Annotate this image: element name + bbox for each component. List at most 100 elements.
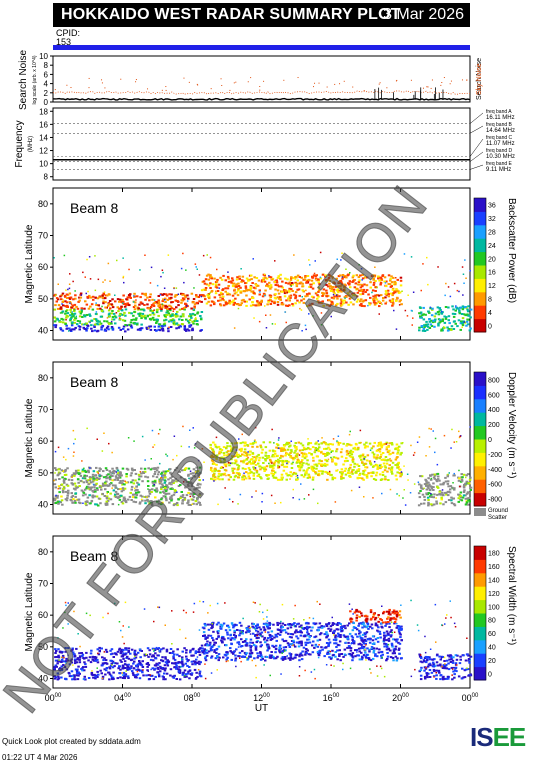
data-cell [286,278,289,280]
data-speck [309,264,311,266]
data-cell [93,478,96,480]
data-cell [356,464,359,466]
data-cell [125,298,128,300]
data-cell [160,667,163,669]
data-speck [111,321,113,323]
data-speck [229,499,231,501]
data-cell [106,497,109,499]
data-speck [144,255,146,257]
data-cell [258,459,261,461]
data-cell [242,467,245,469]
data-cell [212,639,215,641]
data-cell [304,279,307,281]
data-speck [390,489,392,491]
data-speck [364,458,366,460]
data-cell [249,469,252,471]
data-cell [307,464,310,466]
data-speck [462,294,464,296]
data-cell [233,283,236,285]
data-cell [225,644,228,646]
data-cell [461,476,464,478]
data-speck [183,282,185,284]
data-cell [469,477,472,479]
data-cell [117,310,120,312]
data-speck [462,327,464,329]
data-speck [455,307,457,309]
data-cell [122,487,125,489]
data-cell [164,664,167,666]
data-cell [220,640,223,642]
colorbar-segment [474,372,486,386]
data-cell [386,631,389,633]
data-cell [256,300,259,302]
data-cell [75,306,78,308]
data-cell [378,305,381,307]
data-cell [122,295,125,297]
data-cell [266,656,269,658]
data-cell [201,289,204,291]
data-cell [312,457,315,459]
colorbar-segment [474,466,486,480]
data-cell [105,649,108,651]
freq-band-connector [470,165,483,169]
data-speck [396,493,398,495]
data-cell [112,306,115,308]
data-speck [407,315,409,317]
data-speck [215,291,217,293]
data-speck [272,279,274,281]
data-cell [345,445,348,447]
data-cell [138,474,141,476]
data-cell [163,676,166,678]
data-cell [107,477,110,479]
data-speck [55,295,57,297]
data-cell [325,443,328,445]
data-cell [112,672,115,674]
data-cell [385,639,388,641]
data-cell [67,312,70,314]
data-cell [164,670,167,672]
data-cell [75,492,78,494]
data-speck [58,447,60,449]
data-cell [57,308,60,310]
data-speck [300,483,302,485]
data-cell [314,451,317,453]
data-cell [368,651,371,653]
data-speck [74,290,76,292]
data-cell [367,472,370,474]
data-cell [279,622,282,624]
data-cell [196,313,199,315]
data-cell [290,636,293,638]
data-speck [381,303,383,305]
data-cell [332,654,335,656]
data-speck [450,447,452,449]
data-cell [168,305,171,307]
search-noise-spike [263,81,264,82]
data-cell [194,669,197,671]
data-cell [174,663,177,665]
data-cell [256,446,259,448]
data-cell [366,477,369,479]
data-cell [112,678,115,680]
data-cell [318,450,321,452]
data-cell [423,326,426,328]
data-cell [379,473,382,475]
search-noise-spike [235,82,236,83]
data-cell [157,305,160,307]
data-speck [185,269,187,271]
data-cell [204,657,207,659]
data-cell [335,646,338,648]
data-cell [198,673,201,675]
data-cell [191,293,194,295]
data-cell [435,501,438,503]
data-cell [470,489,473,491]
data-speck [101,306,103,308]
data-cell [290,471,293,473]
data-speck [152,430,154,432]
data-cell [122,328,125,330]
data-cell [426,329,429,331]
data-cell [190,317,193,319]
data-cell [437,476,440,478]
data-cell [397,279,400,281]
data-cell [253,644,256,646]
data-speck [176,287,178,289]
